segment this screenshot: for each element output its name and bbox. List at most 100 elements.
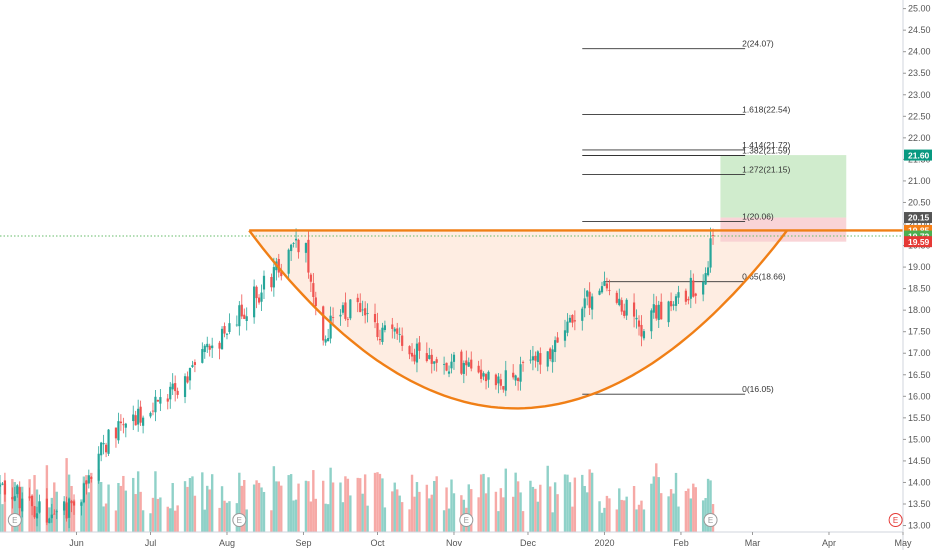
candle-body — [376, 323, 379, 338]
candle — [410, 343, 414, 362]
volume-bar — [514, 472, 517, 532]
candle — [102, 434, 105, 455]
volume-bar — [376, 472, 379, 532]
candle — [396, 322, 399, 340]
x-tick-label: Feb — [673, 538, 689, 548]
candle-body — [218, 342, 221, 349]
candle — [188, 367, 192, 390]
candle — [549, 347, 552, 362]
candle-body — [191, 365, 194, 367]
volume-bar — [585, 492, 589, 532]
candle-body — [620, 300, 623, 312]
earnings-marker-label: E — [893, 516, 898, 525]
candle-body — [122, 424, 125, 426]
candle — [203, 344, 206, 359]
candle-body — [546, 351, 549, 367]
volume-bar — [156, 498, 160, 532]
candle — [272, 257, 275, 297]
candle — [243, 308, 246, 320]
candle — [228, 313, 231, 335]
candle-body — [608, 290, 611, 291]
candle — [70, 499, 73, 513]
x-tick-label: 2020 — [594, 538, 614, 548]
candle-body — [625, 299, 628, 316]
candle-body — [53, 513, 56, 515]
candle-body — [156, 399, 160, 402]
candle-body — [381, 327, 384, 342]
candle-body — [149, 412, 152, 417]
candle — [63, 496, 66, 516]
candle-body — [287, 249, 290, 274]
candle-body — [344, 302, 347, 319]
candle-body — [383, 325, 386, 331]
candle — [623, 303, 626, 319]
candle-body — [97, 453, 100, 481]
candle-body — [652, 304, 655, 313]
candle-body — [183, 376, 187, 397]
candle — [356, 293, 359, 313]
volume-bar — [134, 494, 137, 532]
candle — [151, 402, 155, 416]
candle-body — [70, 500, 73, 504]
volume-bar — [38, 502, 41, 532]
candle-body — [361, 309, 364, 311]
candle-body — [573, 320, 576, 322]
candle-body — [292, 243, 295, 244]
candle — [117, 412, 120, 444]
volume-bar — [521, 511, 525, 532]
candle-body — [38, 501, 41, 513]
volume-bar — [539, 484, 542, 532]
candle — [1, 482, 4, 486]
candle-body — [238, 305, 241, 327]
fib-label-1_414: 1.414(21.72) — [742, 140, 790, 150]
x-tick-label: May — [894, 538, 912, 548]
candle-body — [124, 423, 127, 428]
volume-bar — [72, 499, 76, 532]
candle-body — [704, 273, 707, 285]
candle-body — [45, 498, 48, 523]
volume-bar — [687, 488, 690, 532]
candle-body — [487, 371, 490, 380]
candle-body — [80, 502, 83, 506]
candle — [568, 314, 572, 323]
volume-bar — [114, 510, 118, 532]
volume-bar — [425, 484, 429, 532]
candle-body — [235, 324, 238, 326]
candle-body — [21, 498, 24, 512]
volume-bar — [339, 482, 342, 532]
volume-bar — [3, 483, 7, 532]
candle-body — [314, 297, 317, 307]
candle-body — [605, 283, 609, 289]
volume-bar — [186, 486, 189, 532]
candle — [262, 270, 266, 300]
volume-bar — [450, 479, 453, 532]
candle-body — [324, 339, 327, 343]
candle — [529, 349, 532, 364]
earnings-marker — [7, 513, 22, 527]
volume-bar — [99, 481, 103, 532]
candle-body — [206, 343, 209, 348]
candle — [702, 274, 705, 302]
candle-body — [600, 286, 604, 293]
candle — [398, 327, 401, 343]
candle — [223, 322, 226, 338]
candle — [401, 327, 404, 352]
candle — [391, 317, 394, 339]
y-tick-label: 13.00 — [908, 521, 931, 531]
candle-body — [660, 301, 663, 320]
volume-bar — [287, 475, 290, 532]
candle — [521, 360, 525, 372]
volume-bar — [694, 487, 697, 532]
candle-body — [30, 495, 34, 507]
volume-bar — [494, 491, 498, 532]
volume-bar — [452, 493, 456, 532]
y-tick-label: 20.50 — [908, 197, 931, 207]
candle-body — [294, 238, 298, 241]
candle — [134, 410, 137, 426]
candle — [588, 282, 591, 316]
candle — [632, 293, 636, 328]
volume-bar — [615, 509, 619, 532]
volume-bar — [435, 476, 438, 532]
